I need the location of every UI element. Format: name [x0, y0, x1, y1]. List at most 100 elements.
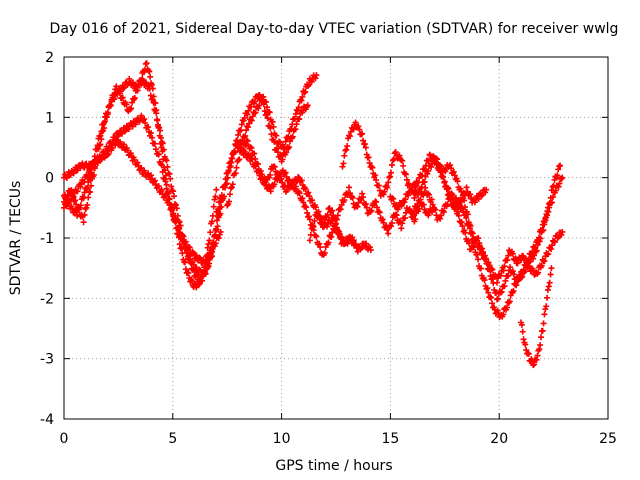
data-point	[420, 201, 427, 208]
data-point	[208, 244, 215, 251]
data-point	[513, 282, 520, 289]
data-point	[81, 211, 88, 218]
data-point	[437, 215, 444, 222]
data-point	[367, 247, 374, 254]
data-point	[105, 150, 112, 157]
data-point	[458, 218, 465, 225]
data-point	[259, 174, 266, 181]
data-point	[206, 237, 213, 244]
data-point	[213, 226, 220, 233]
data-point	[217, 210, 224, 217]
data-point	[151, 140, 158, 147]
data-point	[398, 225, 405, 232]
data-point	[519, 328, 526, 335]
data-point	[283, 149, 290, 156]
data-point	[386, 174, 393, 181]
data-point	[179, 233, 186, 240]
data-point	[559, 228, 566, 235]
data-point	[352, 241, 359, 248]
data-point	[536, 346, 543, 353]
data-point	[263, 104, 270, 111]
data-point	[204, 261, 211, 268]
data-point	[307, 231, 314, 238]
data-point	[445, 185, 452, 192]
data-point	[300, 199, 307, 206]
data-point	[63, 203, 70, 210]
x-tick-label: 10	[273, 431, 291, 447]
data-point	[271, 138, 278, 145]
data-point	[545, 251, 552, 258]
data-point	[173, 218, 180, 225]
data-point	[310, 223, 317, 230]
data-point	[181, 259, 188, 266]
data-point	[173, 205, 180, 212]
data-point	[510, 287, 517, 294]
data-point	[486, 262, 493, 269]
data-point	[321, 249, 328, 256]
data-point	[467, 191, 474, 198]
data-point	[286, 144, 293, 151]
data-point	[428, 196, 435, 203]
data-point	[466, 221, 473, 228]
data-point	[80, 195, 87, 202]
data-point	[411, 194, 418, 201]
data-point	[228, 159, 235, 166]
data-point	[458, 188, 465, 195]
data-point	[494, 279, 501, 286]
data-point	[475, 235, 482, 242]
data-point	[541, 311, 548, 318]
data-point	[271, 181, 278, 188]
data-point	[500, 267, 507, 274]
data-point	[261, 108, 268, 115]
data-point	[387, 173, 394, 180]
data-point	[459, 205, 466, 212]
data-point	[98, 128, 105, 135]
data-point	[302, 203, 309, 210]
data-point	[273, 145, 280, 152]
data-point	[299, 195, 306, 202]
series-arc-14	[517, 265, 555, 369]
data-point	[545, 208, 552, 215]
data-point	[535, 234, 542, 241]
data-point	[214, 223, 221, 230]
data-point	[162, 178, 169, 185]
data-point	[222, 176, 229, 183]
data-point	[537, 342, 544, 349]
data-point	[530, 255, 537, 262]
data-point	[160, 146, 167, 153]
data-point	[502, 277, 509, 284]
data-point	[539, 327, 546, 334]
x-tick-label: 15	[381, 431, 399, 447]
data-point	[91, 153, 98, 160]
data-point	[341, 152, 348, 159]
data-point	[313, 233, 320, 240]
data-point	[162, 192, 169, 199]
data-point	[210, 203, 217, 210]
data-point	[320, 222, 327, 229]
data-point	[444, 201, 451, 208]
data-point	[207, 229, 214, 236]
data-point	[506, 298, 513, 305]
data-point	[202, 258, 209, 265]
data-point	[122, 127, 129, 134]
data-point	[159, 168, 166, 175]
data-point	[87, 189, 94, 196]
data-point	[328, 233, 335, 240]
data-point	[242, 132, 249, 139]
data-point	[532, 245, 539, 252]
data-point	[165, 196, 172, 203]
data-point	[556, 180, 563, 187]
data-point	[372, 172, 379, 179]
data-point	[475, 195, 482, 202]
data-point	[309, 197, 316, 204]
data-point	[235, 142, 242, 149]
data-point	[362, 144, 369, 151]
data-point	[104, 152, 111, 159]
data-point	[514, 260, 521, 267]
y-tick-label: 0	[45, 171, 54, 187]
data-point	[482, 255, 489, 262]
data-point	[355, 123, 362, 130]
data-point	[455, 198, 462, 205]
data-point	[434, 156, 441, 163]
data-point	[373, 199, 380, 206]
